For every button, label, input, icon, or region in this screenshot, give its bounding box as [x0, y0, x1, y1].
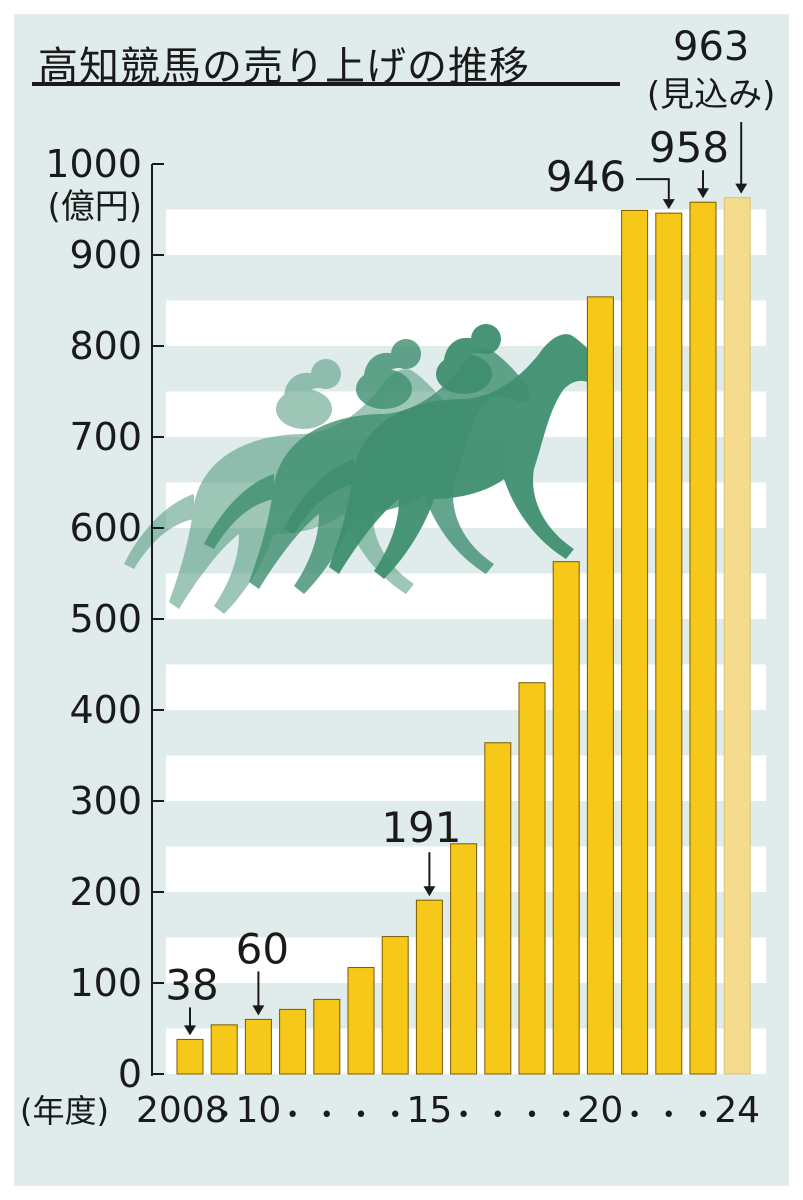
- y-tick-label: 300: [69, 779, 142, 823]
- bar: [552, 561, 580, 1075]
- x-axis-label: (年度): [20, 1092, 109, 1130]
- y-tick-label: 100: [69, 961, 142, 1005]
- y-tick-label: 800: [69, 324, 142, 368]
- y-tick-label: 200: [69, 870, 142, 914]
- x-tick-label: •: [389, 1103, 402, 1128]
- value-annotation: 60: [236, 924, 289, 973]
- value-annotation: 191: [381, 803, 461, 852]
- x-tick-label: •: [457, 1103, 470, 1128]
- annotation-arrow: [636, 178, 670, 200]
- x-tick-label: •: [286, 1103, 299, 1128]
- annotation-arrowhead: [662, 199, 675, 210]
- value-annotation: 963: [673, 24, 749, 70]
- x-tick-label: •: [355, 1103, 368, 1128]
- bar: [689, 201, 717, 1075]
- x-tick-label: •: [560, 1103, 573, 1128]
- y-tick-label: 400: [69, 688, 142, 732]
- bar: [176, 1038, 204, 1075]
- x-tick-label: •: [526, 1103, 539, 1128]
- bar: [621, 209, 649, 1075]
- bar: [313, 998, 341, 1075]
- bar: [347, 967, 375, 1075]
- x-tick-label: 20: [577, 1090, 623, 1131]
- bar: [381, 936, 409, 1075]
- annotation-arrowhead: [735, 183, 748, 194]
- annotation-arrowhead: [697, 188, 709, 199]
- value-annotation-note: (見込み): [647, 75, 776, 115]
- bar: [484, 742, 512, 1075]
- value-annotation: 38: [165, 960, 218, 1009]
- x-tick-label: •: [218, 1103, 231, 1128]
- x-tick-label: 24: [714, 1090, 760, 1131]
- bar: [655, 212, 683, 1075]
- bar-estimate: [723, 197, 751, 1075]
- x-tick-label: •: [662, 1103, 675, 1128]
- annotation-arrowhead: [252, 1005, 265, 1016]
- x-tick-label: 15: [406, 1090, 452, 1131]
- bar: [279, 1008, 307, 1075]
- y-tick-label: 500: [69, 597, 142, 641]
- x-tick-label: •: [628, 1103, 641, 1128]
- x-tick-label: •: [320, 1103, 333, 1128]
- y-tick-label: 700: [69, 415, 142, 459]
- bar: [586, 296, 614, 1075]
- y-tick-label: 1000: [45, 142, 142, 186]
- x-tick-label: 10: [235, 1090, 281, 1131]
- horse-icon: [284, 324, 611, 579]
- y-tick-label: 900: [69, 233, 142, 277]
- chart-figure: 0 100 200 300 400 500 600 700 800 900 1000 (億円) 38 6…: [14, 14, 789, 1186]
- x-tick-label: •: [697, 1103, 710, 1128]
- bar: [210, 1024, 238, 1075]
- title-underline: [32, 82, 620, 86]
- bar: [415, 899, 443, 1075]
- x-tick-label: 2008: [136, 1090, 228, 1131]
- value-annotation: 946: [546, 152, 626, 201]
- annotation-arrowhead: [423, 886, 436, 897]
- bar-chart: 0 100 200 300 400 500 600 700 800 900 1000(億円) 38 6…: [20, 24, 776, 1131]
- y-axis-unit-label: (億円): [47, 187, 142, 227]
- bar: [518, 682, 546, 1075]
- y-tick-label: 600: [69, 506, 142, 550]
- bar: [244, 1018, 272, 1075]
- y-tick-label: 0: [118, 1052, 142, 1096]
- bar: [450, 843, 478, 1075]
- value-annotation: 958: [649, 123, 729, 172]
- annotation-arrowhead: [184, 1025, 196, 1036]
- x-tick-label: •: [491, 1103, 504, 1128]
- horse-racing-silhouette: [124, 324, 611, 614]
